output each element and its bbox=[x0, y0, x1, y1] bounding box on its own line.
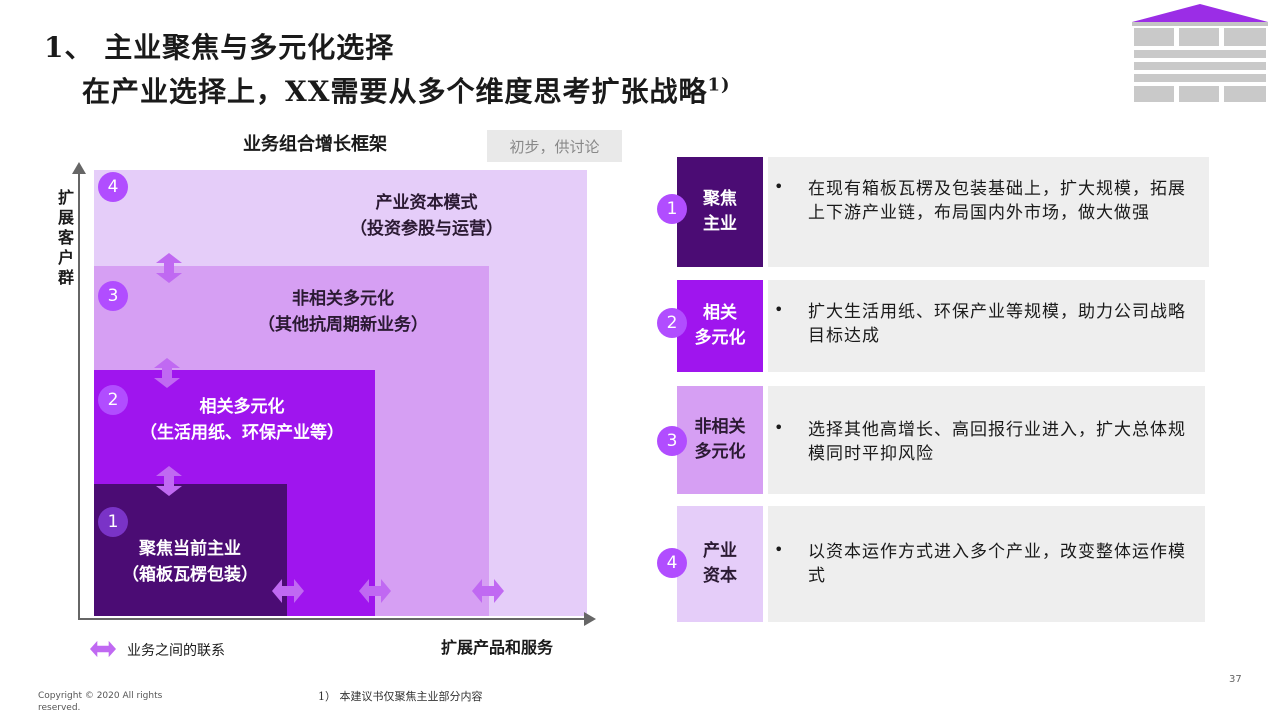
square-3-label-line2: （其他抗周期新业务） bbox=[258, 315, 428, 335]
link-arrow-horizontal-3-4 bbox=[472, 579, 504, 603]
copyright-notice: Copyright © 2020 All rights reserved. bbox=[38, 691, 163, 713]
row-1-body: • 在现有箱板瓦楞及包装基础上，扩大规模，拓展上下游产业链，布局国内外市场，做大… bbox=[768, 157, 1209, 267]
square-1-number: 1 bbox=[98, 507, 128, 537]
square-3-label: 非相关多元化 （其他抗周期新业务） bbox=[258, 286, 428, 338]
row-1-number: 1 bbox=[657, 194, 687, 224]
row-1-header-line2: 主业 bbox=[703, 214, 737, 234]
row-2-header-line2: 多元化 bbox=[694, 328, 746, 348]
row-1-header: 聚焦 主业 bbox=[677, 157, 763, 267]
row-2-number: 2 bbox=[657, 308, 687, 338]
row-1-header-line1: 聚焦 bbox=[703, 189, 737, 209]
row-3-text: 选择其他高增长、高回报行业进入，扩大总体规模同时平抑风险 bbox=[808, 420, 1186, 464]
link-arrow-vertical-1-2 bbox=[156, 466, 182, 496]
square-4-label-line2: （投资参股与运营） bbox=[350, 219, 503, 239]
page-number: 37 bbox=[1229, 674, 1242, 685]
row-4-number: 4 bbox=[657, 548, 687, 578]
bullet: • bbox=[774, 177, 784, 196]
square-3-number: 3 bbox=[98, 281, 128, 311]
square-1-label: 聚焦当前主业 （箱板瓦楞包装） bbox=[122, 536, 258, 588]
row-4-text: 以资本运作方式进入多个产业，改变整体运作模式 bbox=[808, 542, 1186, 586]
y-axis-label: 扩展客户群 bbox=[57, 188, 74, 287]
slide-title-text: 在产业选择上，XX需要从多个维度思考扩张战略 bbox=[82, 75, 708, 108]
x-axis-arrowhead bbox=[584, 612, 596, 626]
row-3-number: 3 bbox=[657, 426, 687, 456]
row-3-header-line2: 多元化 bbox=[694, 442, 746, 462]
x-axis-line bbox=[78, 618, 586, 620]
company-logo bbox=[1132, 4, 1268, 102]
x-axis-label: 扩展产品和服务 bbox=[441, 638, 554, 657]
square-4-number: 4 bbox=[98, 172, 128, 202]
square-3-label-line1: 非相关多元化 bbox=[292, 289, 394, 309]
slide-title-line1: 1、 主业聚焦与多元化选择 bbox=[44, 31, 395, 64]
link-arrow-vertical-3-4 bbox=[156, 253, 182, 283]
logo-roof bbox=[1132, 4, 1268, 22]
square-2-number: 2 bbox=[98, 385, 128, 415]
bullet: • bbox=[774, 540, 784, 559]
row-3-body: • 选择其他高增长、高回报行业进入，扩大总体规模同时平抑风险 bbox=[768, 386, 1205, 494]
row-3-header: 非相关 多元化 bbox=[677, 386, 763, 494]
row-4-header: 产业 资本 bbox=[677, 506, 763, 622]
row-3-header-line1: 非相关 bbox=[694, 417, 746, 437]
logo-band bbox=[1132, 22, 1268, 26]
bullet: • bbox=[774, 300, 784, 319]
row-4-body: • 以资本运作方式进入多个产业，改变整体运作模式 bbox=[768, 506, 1205, 622]
y-axis-line bbox=[78, 172, 80, 620]
square-1-label-line2: （箱板瓦楞包装） bbox=[122, 565, 258, 585]
row-1-text: 在现有箱板瓦楞及包装基础上，扩大规模，拓展上下游产业链，布局国内外市场，做大做强 bbox=[808, 179, 1186, 223]
row-2-header-line1: 相关 bbox=[703, 303, 737, 323]
framework-title: 业务组合增长框架 bbox=[243, 134, 387, 155]
legend-link-arrow-icon bbox=[90, 640, 116, 658]
y-axis-arrowhead bbox=[72, 162, 86, 174]
row-4-header-line2: 资本 bbox=[703, 566, 737, 586]
square-2-label-line2: （生活用纸、环保产业等） bbox=[140, 423, 344, 443]
link-arrow-horizontal-1-2 bbox=[272, 579, 304, 603]
square-4-label: 产业资本模式 （投资参股与运营） bbox=[350, 190, 503, 242]
footnote-marker: 1) bbox=[707, 74, 731, 96]
draft-tag: 初步，供讨论 bbox=[487, 130, 622, 162]
row-2-body: • 扩大生活用纸、环保产业等规模，助力公司战略目标达成 bbox=[768, 280, 1205, 372]
link-arrow-horizontal-2-3 bbox=[359, 579, 391, 603]
bullet: • bbox=[774, 418, 784, 437]
square-1-core-business bbox=[94, 484, 287, 616]
square-1-label-line1: 聚焦当前主业 bbox=[139, 539, 241, 559]
square-2-label: 相关多元化 （生活用纸、环保产业等） bbox=[140, 394, 344, 446]
slide-title-line2: 在产业选择上，XX需要从多个维度思考扩张战略1) bbox=[82, 70, 731, 110]
square-4-label-line1: 产业资本模式 bbox=[375, 193, 478, 213]
square-2-label-line1: 相关多元化 bbox=[199, 397, 285, 417]
legend-label: 业务之间的联系 bbox=[127, 643, 225, 659]
row-2-text: 扩大生活用纸、环保产业等规模，助力公司战略目标达成 bbox=[808, 302, 1186, 346]
footnote: 1） 本建议书仅聚焦主业部分内容 bbox=[318, 690, 483, 703]
row-2-header: 相关 多元化 bbox=[677, 280, 763, 372]
link-arrow-vertical-2-3 bbox=[154, 358, 180, 388]
row-4-header-line1: 产业 bbox=[703, 541, 737, 561]
